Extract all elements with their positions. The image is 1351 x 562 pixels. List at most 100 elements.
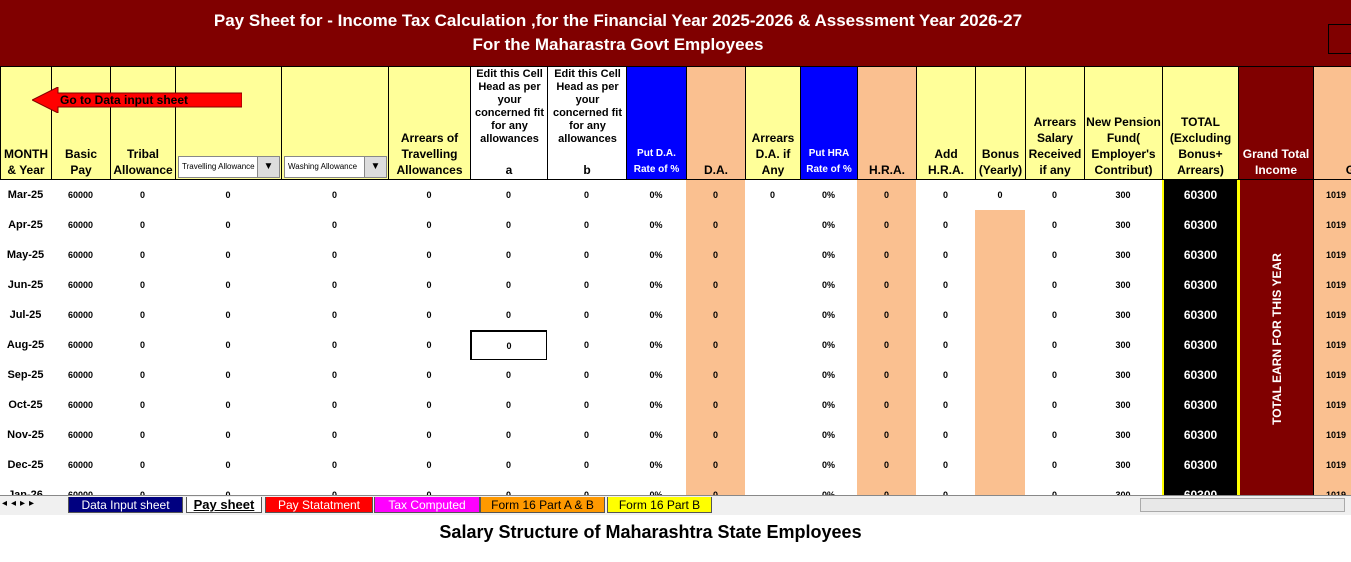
- value-cell: 0: [388, 360, 471, 391]
- value-cell: 300: [1084, 300, 1163, 331]
- header-label: TOTAL (Excluding Bonus+ Arrears): [1169, 115, 1232, 177]
- value-cell: 0: [281, 390, 389, 421]
- value-cell: 0%: [800, 420, 858, 451]
- value-cell: 300: [1084, 330, 1163, 361]
- month-cell: Apr-25: [0, 210, 52, 241]
- header-label: Bonus (Yearly): [978, 147, 1023, 177]
- value-cell: 0: [1025, 480, 1085, 495]
- tab-nav[interactable]: ◂◂▸▸: [2, 498, 39, 509]
- value-cell: 0: [686, 240, 746, 271]
- column-header: MONTH & Year: [0, 66, 52, 180]
- value-cell: [975, 480, 1026, 495]
- value-cell: 0: [686, 420, 746, 451]
- value-cell: 0: [388, 450, 471, 481]
- value-cell: 0%: [800, 480, 858, 495]
- value-cell: 0: [857, 270, 917, 301]
- value-cell: 300: [1084, 210, 1163, 241]
- value-cell: 0: [175, 390, 282, 421]
- value-cell: 0: [175, 240, 282, 271]
- value-cell: 0: [175, 330, 282, 361]
- column-header: TOTAL (Excluding Bonus+ Arrears): [1162, 66, 1239, 180]
- value-cell: 0: [470, 360, 548, 391]
- value-cell: 300: [1084, 480, 1163, 495]
- sheet-tab[interactable]: Form 16 Part A & B: [480, 497, 605, 513]
- value-cell: 0: [1025, 210, 1085, 241]
- header-label: D.A.: [704, 163, 728, 177]
- value-cell: 60000: [51, 210, 111, 241]
- value-cell: 0: [281, 240, 389, 271]
- sheet-tab[interactable]: Pay Statatment: [265, 497, 373, 513]
- header-label: b: [583, 163, 591, 177]
- value-cell: 0: [916, 390, 976, 421]
- value-cell: 60000: [51, 300, 111, 331]
- value-cell: [745, 390, 801, 421]
- value-cell: 0: [916, 330, 976, 361]
- value-cell: 0: [388, 420, 471, 451]
- value-cell: 0: [110, 330, 176, 361]
- value-cell: 0: [857, 210, 917, 241]
- scrollbar[interactable]: [1140, 498, 1345, 512]
- header-label: Basic Pay: [64, 147, 98, 177]
- value-cell: 0: [547, 330, 627, 361]
- month-cell: Oct-25: [0, 390, 52, 421]
- value-cell: 0: [470, 330, 548, 361]
- value-cell: 0: [470, 420, 548, 451]
- value-cell: 0: [1025, 450, 1085, 481]
- dropdown[interactable]: Washing Allowance ▼: [284, 156, 387, 178]
- value-cell: 0%: [626, 270, 687, 301]
- value-cell: 300: [1084, 420, 1163, 451]
- value-cell: 0: [110, 390, 176, 421]
- value-cell: 0: [110, 180, 176, 211]
- value-cell: 0: [686, 450, 746, 481]
- dropdown[interactable]: Travelling Allowance ▼: [178, 156, 280, 178]
- value-cell: 0%: [800, 210, 858, 241]
- value-cell: 1019: [1313, 270, 1351, 301]
- column-header: H.R.A.: [857, 66, 917, 180]
- value-cell: [745, 240, 801, 271]
- sheet-tab[interactable]: Tax Computed: [374, 497, 480, 513]
- grand-total-note: TOTAL EARN FOR THIS YEAR: [1270, 253, 1284, 425]
- month-cell: Aug-25: [0, 330, 52, 361]
- value-cell: 0: [470, 390, 548, 421]
- month-cell: Jul-25: [0, 300, 52, 331]
- value-cell: 0: [110, 360, 176, 391]
- sheet-tab[interactable]: Data Input sheet: [68, 497, 183, 513]
- value-cell: 300: [1084, 240, 1163, 271]
- value-cell: 0%: [800, 330, 858, 361]
- value-cell: 1019: [1313, 180, 1351, 211]
- value-cell: 0: [916, 420, 976, 451]
- dropdown-arrow[interactable]: ▼: [364, 157, 386, 177]
- dropdown-arrow[interactable]: ▼: [257, 157, 279, 177]
- value-cell: [975, 390, 1026, 421]
- column-header: Washing Allowance ▼: [281, 66, 389, 180]
- value-cell: 1019: [1313, 330, 1351, 361]
- value-cell: 60300: [1162, 210, 1239, 241]
- value-cell: 0: [975, 180, 1026, 211]
- value-cell: 0: [110, 480, 176, 495]
- value-cell: 0: [470, 270, 548, 301]
- sheet-tab[interactable]: Form 16 Part B: [607, 497, 712, 513]
- sheet-tab[interactable]: Pay sheet: [186, 497, 262, 513]
- value-cell: 0: [1025, 360, 1085, 391]
- go-button-label[interactable]: Go to Data input sheet: [60, 93, 189, 107]
- month-cell: Jun-25: [0, 270, 52, 301]
- value-cell: 0: [470, 180, 548, 211]
- value-cell: 0: [916, 210, 976, 241]
- value-cell: 0: [857, 390, 917, 421]
- value-cell: 0: [281, 420, 389, 451]
- value-cell: 0: [110, 240, 176, 271]
- value-cell: 300: [1084, 390, 1163, 421]
- value-cell: 60000: [51, 480, 111, 495]
- header-label: Arrears of Travelling Allowances: [396, 131, 463, 177]
- value-cell: 0: [175, 180, 282, 211]
- value-cell: 0: [1025, 420, 1085, 451]
- header-label: Put D.A. Rate of %: [633, 148, 680, 175]
- value-cell: 0: [281, 330, 389, 361]
- value-cell: 0%: [626, 180, 687, 211]
- value-cell: 0: [1025, 270, 1085, 301]
- go-button[interactable]: Go to Data input sheet: [32, 87, 242, 113]
- value-cell: 0: [857, 480, 917, 495]
- value-cell: 300: [1084, 270, 1163, 301]
- value-cell: 0: [857, 240, 917, 271]
- value-cell: 0: [1025, 330, 1085, 361]
